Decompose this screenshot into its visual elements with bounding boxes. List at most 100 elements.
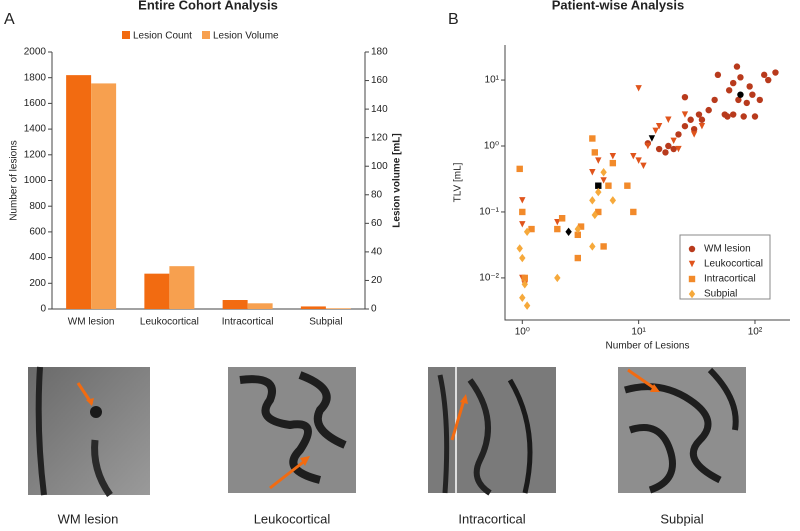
x-tick-label: WM lesion [68, 317, 115, 328]
y-tick-label: 1800 [24, 72, 47, 83]
point [714, 71, 722, 79]
point [705, 106, 712, 114]
bar [300, 306, 326, 309]
point [690, 125, 698, 133]
legend-swatch [202, 31, 210, 39]
legend-marker [688, 245, 696, 253]
x-tick-label: Leukocortical [140, 317, 199, 328]
y-axis-label: TLV [mL] [453, 162, 464, 202]
point [670, 145, 677, 153]
point [746, 83, 753, 90]
y2-tick-label: 140 [371, 104, 388, 115]
point [574, 224, 582, 234]
y-tick-label: 600 [29, 227, 46, 238]
point [595, 157, 602, 164]
chart-title: Entire Cohort Analysis [138, 0, 278, 12]
legend-label: Lesion Volume [213, 31, 279, 42]
point [698, 122, 706, 130]
point [591, 149, 599, 156]
point [737, 74, 744, 81]
point [558, 215, 566, 222]
chart-title: Patient-wise Analysis [552, 0, 684, 12]
y2-tick-label: 180 [371, 47, 388, 58]
mean-point [737, 91, 744, 98]
point [733, 63, 741, 70]
mri-image [228, 367, 356, 493]
point [624, 182, 631, 189]
point [519, 208, 526, 216]
x-tick-label: 10¹ [631, 327, 646, 338]
point [609, 153, 617, 160]
y2-axis-label: Lesion volume [mL] [392, 133, 403, 227]
point [652, 127, 659, 135]
point [595, 187, 602, 197]
point [605, 182, 612, 189]
point [655, 122, 663, 130]
point [554, 273, 561, 283]
y-tick-label: 200 [29, 278, 46, 289]
legend-marker [688, 260, 696, 268]
point [521, 280, 528, 289]
image-caption: Leukocortical [254, 511, 331, 526]
point [687, 116, 694, 123]
legend-label: WM lesion [704, 244, 751, 255]
legend-marker [688, 275, 696, 283]
point [600, 177, 607, 184]
mean-point [648, 135, 656, 142]
point [589, 169, 596, 176]
point [681, 111, 689, 118]
bar [169, 266, 195, 309]
legend-box [679, 234, 771, 300]
x-tick-label: 10² [748, 327, 763, 338]
point [760, 71, 768, 79]
point [665, 116, 672, 123]
bar [66, 75, 92, 309]
point [523, 301, 531, 310]
mean-point [565, 227, 572, 237]
point [589, 196, 596, 205]
point [516, 244, 523, 253]
legend-swatch [122, 31, 130, 39]
point [600, 168, 607, 177]
y-tick-label: 400 [29, 252, 46, 263]
point [690, 131, 698, 138]
x-tick-label: 10⁰ [515, 327, 530, 338]
point [640, 162, 647, 170]
y-tick-label: 10⁰ [484, 141, 499, 152]
legend-label: Leukocortical [704, 259, 763, 270]
point [630, 153, 637, 160]
point [609, 159, 617, 167]
point [523, 227, 531, 237]
point [735, 96, 742, 104]
point [630, 208, 637, 216]
point [635, 85, 642, 92]
y-axis-label: Number of lesions [9, 140, 20, 221]
x-axis-label: Number of Lesions [606, 341, 690, 352]
point [751, 113, 759, 120]
bar [144, 273, 170, 309]
point [756, 96, 763, 104]
point [574, 254, 582, 262]
y-tick-label: 1600 [24, 98, 47, 109]
point [528, 225, 535, 233]
point [670, 137, 677, 144]
y2-tick-label: 100 [371, 161, 388, 172]
legend-marker [688, 289, 696, 299]
point [519, 293, 526, 302]
point [609, 196, 617, 205]
point [730, 111, 737, 118]
y-tick-label: 0 [40, 304, 46, 315]
bar [91, 83, 117, 310]
point [698, 116, 706, 123]
x-tick-label: Subpial [309, 317, 342, 328]
point [725, 87, 733, 94]
image-caption: WM lesion [58, 511, 119, 526]
point [681, 93, 689, 101]
image-caption: Subpial [660, 511, 703, 526]
point [635, 157, 642, 164]
point [516, 165, 523, 173]
image-caption: Intracortical [458, 511, 525, 526]
point [655, 145, 663, 153]
y-tick-label: 1200 [24, 149, 47, 160]
